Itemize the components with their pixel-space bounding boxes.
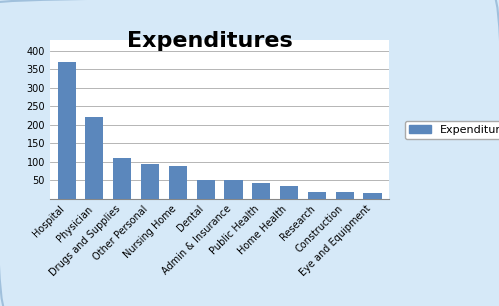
Text: Expenditures: Expenditures: [127, 31, 292, 50]
Bar: [252, 183, 270, 199]
Bar: [113, 158, 131, 199]
Bar: [85, 118, 103, 199]
Bar: [169, 166, 187, 199]
Bar: [141, 164, 159, 199]
Bar: [363, 193, 382, 199]
Bar: [57, 62, 76, 199]
Legend: Expenditure: Expenditure: [405, 121, 499, 140]
Bar: [197, 180, 215, 199]
Bar: [225, 181, 243, 199]
Bar: [336, 192, 354, 199]
Bar: [280, 186, 298, 199]
Bar: [308, 192, 326, 199]
